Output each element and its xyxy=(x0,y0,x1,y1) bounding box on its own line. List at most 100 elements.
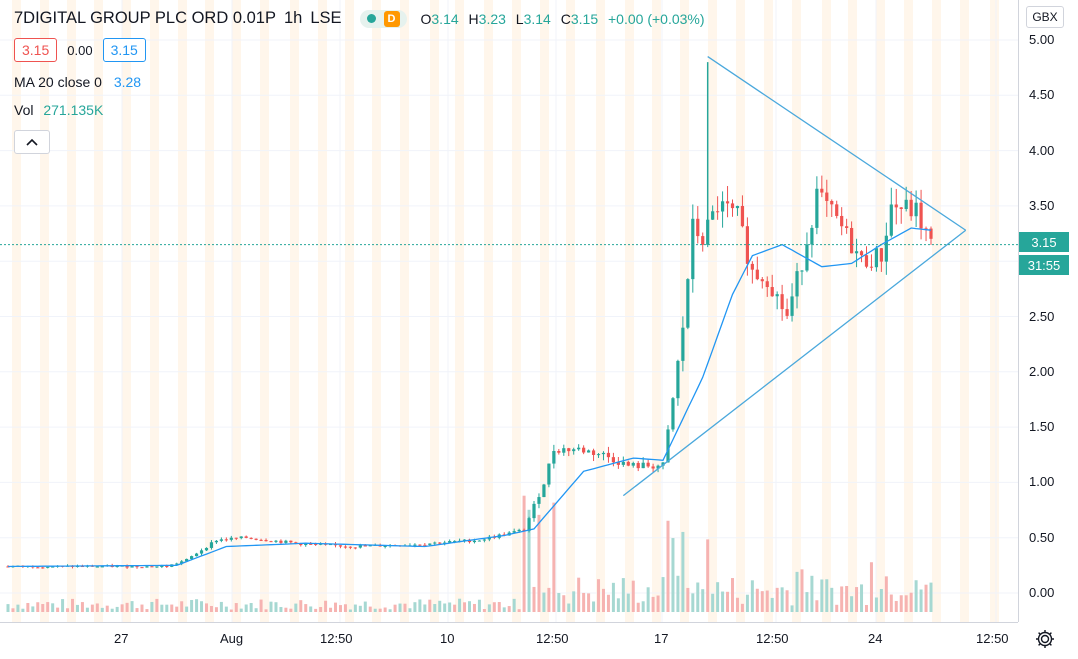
candle-body xyxy=(95,566,99,568)
volume-bar xyxy=(552,502,556,612)
volume-bar xyxy=(909,592,913,612)
volume-bar xyxy=(929,582,933,612)
candle-body xyxy=(249,537,253,539)
volume-bar xyxy=(497,602,501,612)
volume-bar xyxy=(661,577,665,612)
candle-body xyxy=(175,563,179,565)
candle-body xyxy=(165,566,169,568)
time-tick-label: Aug xyxy=(220,631,244,646)
volume-study-legend[interactable]: Vol 271.135K xyxy=(14,102,711,118)
candle-body xyxy=(854,251,859,254)
candle-body xyxy=(800,270,804,272)
candle-body xyxy=(735,205,740,209)
candle-body xyxy=(924,228,928,230)
volume-bar xyxy=(259,599,263,612)
time-tick-label: 24 xyxy=(868,631,883,646)
volume-bar xyxy=(31,606,35,612)
volume-bar xyxy=(532,586,536,612)
open-value: 3.14 xyxy=(431,10,459,27)
ma-study-legend[interactable]: MA 20 close 0 3.28 xyxy=(14,74,711,90)
volume-bar xyxy=(145,609,149,612)
candle-body xyxy=(279,540,283,543)
volume-bar xyxy=(696,582,700,612)
candle-body xyxy=(696,218,700,237)
currency-button[interactable]: GBX xyxy=(1026,6,1064,28)
volume-bar xyxy=(542,592,546,612)
gear-icon[interactable] xyxy=(1034,628,1056,650)
candle-body xyxy=(125,565,129,568)
price-tick-label: 2.50 xyxy=(1029,308,1055,324)
candle-body xyxy=(477,540,482,542)
volume-bar xyxy=(601,588,605,612)
candle-body xyxy=(651,466,655,469)
volume-bar xyxy=(135,608,139,612)
candle-body xyxy=(666,429,670,463)
candle-body xyxy=(641,462,645,469)
price-axis[interactable]: 5.004.504.003.503.002.502.001.501.000.50… xyxy=(1018,0,1078,622)
data-status-badge[interactable]: D xyxy=(383,10,400,27)
collapse-legend-button[interactable] xyxy=(14,130,50,154)
volume-bar xyxy=(383,607,387,612)
candle-body xyxy=(472,540,477,543)
symbol-name[interactable]: 7DIGITAL GROUP PLC ORD 0.01P xyxy=(14,9,276,27)
market-status-badge[interactable]: D xyxy=(359,9,407,28)
volume-bar xyxy=(899,595,903,612)
volume-bar xyxy=(666,520,670,612)
last-price-tag: 3.15 xyxy=(1019,232,1069,252)
candle-body xyxy=(194,553,199,557)
candle-body xyxy=(100,566,104,568)
candle-body xyxy=(358,545,362,548)
session-band xyxy=(372,0,381,622)
candle-body xyxy=(586,450,591,453)
volume-bar xyxy=(517,609,521,612)
candle-body xyxy=(319,543,323,545)
chart-canvas[interactable] xyxy=(0,0,1018,622)
volume-bar xyxy=(716,582,720,612)
candle-body xyxy=(130,566,134,568)
title-row: 7DIGITAL GROUP PLC ORD 0.01P 1h LSE D O3… xyxy=(14,9,711,28)
volume-bar xyxy=(616,598,620,612)
candle-body xyxy=(41,567,45,569)
candle-body xyxy=(289,540,293,543)
volume-bar xyxy=(75,604,79,612)
time-tick-label: 12:50 xyxy=(756,631,789,646)
candle-body xyxy=(621,461,625,465)
price-tick-label: 0.00 xyxy=(1029,585,1055,600)
volume-bar xyxy=(919,589,923,612)
volume-bar xyxy=(418,599,422,612)
volume-bar xyxy=(587,593,591,612)
volume-bar xyxy=(522,495,526,612)
volume-bar xyxy=(651,596,655,612)
candle-body xyxy=(433,542,437,544)
candle-body xyxy=(190,556,194,559)
change-value: +0.00 (+0.03%) xyxy=(608,10,705,27)
price-tick-label: 2.00 xyxy=(1029,363,1055,379)
volume-bar xyxy=(691,593,695,612)
session-band xyxy=(318,0,327,622)
volume-bar xyxy=(90,604,94,612)
candle-body xyxy=(656,465,660,469)
volume-study-value: 271.135K xyxy=(43,102,104,118)
volume-bar xyxy=(631,580,635,612)
trendline xyxy=(707,56,967,231)
time-tick-label: 27 xyxy=(114,631,129,646)
candle-body xyxy=(36,567,40,569)
buy-button[interactable]: 3.15 xyxy=(102,38,146,62)
session-band xyxy=(625,0,634,622)
candle-body xyxy=(294,542,298,544)
chart-pane[interactable]: 7DIGITAL GROUP PLC ORD 0.01P 1h LSE D O3… xyxy=(0,0,1018,622)
volume-bar xyxy=(840,586,844,612)
candle-body xyxy=(309,543,313,545)
interval-label[interactable]: 1h xyxy=(283,9,303,27)
volume-bar xyxy=(180,601,184,612)
volume-bar xyxy=(264,609,268,612)
time-axis[interactable]: 27 Aug 12:50 10 12:50 17 12:50 24 12:50 xyxy=(0,622,1018,659)
candle-body xyxy=(542,484,546,498)
candle-body xyxy=(785,309,789,316)
volume-bar xyxy=(507,606,511,612)
candle-body xyxy=(810,227,814,245)
volume-bar xyxy=(343,604,347,612)
candle-body xyxy=(676,360,680,399)
sell-button[interactable]: 3.15 xyxy=(14,38,58,62)
volume-bar xyxy=(611,582,615,612)
